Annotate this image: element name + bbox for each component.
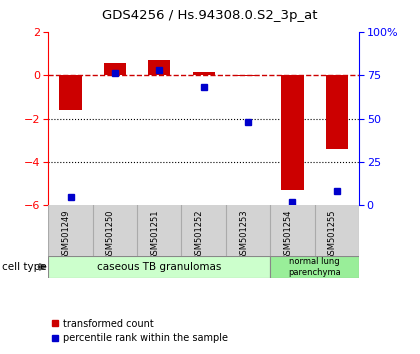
Text: GDS4256 / Hs.94308.0.S2_3p_at: GDS4256 / Hs.94308.0.S2_3p_at [102,9,318,22]
Bar [326,75,348,149]
Text: GSM501249: GSM501249 [61,210,71,260]
Text: GSM501251: GSM501251 [150,210,159,260]
Text: GSM501253: GSM501253 [239,210,248,260]
Text: GSM501255: GSM501255 [328,210,337,260]
Bar [48,256,270,278]
Text: normal lung
parenchyma: normal lung parenchyma [288,257,341,276]
Bar [281,75,304,190]
Bar [59,75,81,110]
Text: caseous TB granulomas: caseous TB granulomas [97,262,221,272]
Bar [237,75,259,76]
Bar [270,256,359,278]
Legend: transformed count, percentile rank within the sample: transformed count, percentile rank withi… [47,315,232,347]
Text: GSM501250: GSM501250 [106,210,115,260]
Text: GSM501254: GSM501254 [284,210,292,260]
Text: cell type: cell type [2,262,47,272]
Bar [148,60,171,75]
Bar [104,63,126,75]
Text: GSM501252: GSM501252 [195,210,204,260]
Bar [193,72,215,75]
